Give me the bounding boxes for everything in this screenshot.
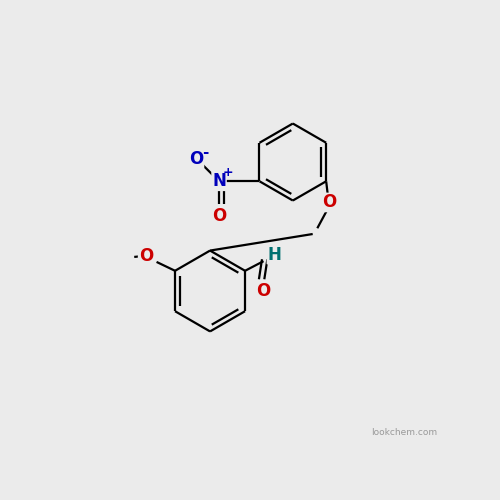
Text: H: H [268, 246, 281, 264]
Text: O: O [256, 282, 270, 300]
Text: -: - [202, 145, 208, 160]
Text: O: O [189, 150, 204, 168]
Text: O: O [322, 194, 336, 212]
Text: O: O [138, 247, 153, 265]
Text: O: O [212, 207, 226, 225]
Text: lookchem.com: lookchem.com [371, 428, 437, 438]
Text: +: + [222, 166, 233, 179]
Text: N: N [212, 172, 226, 190]
